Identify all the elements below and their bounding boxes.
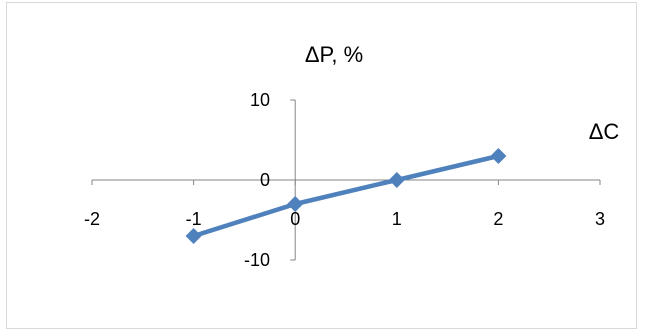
data-point-marker	[185, 228, 202, 244]
axes	[91, 99, 601, 261]
y-tick-marks	[290, 99, 296, 261]
x-tick-label: -1	[186, 209, 202, 229]
data-point-marker	[490, 148, 507, 164]
x-tick-label: 2	[493, 209, 503, 229]
y-tick-labels: 10 0 -10	[244, 90, 270, 270]
x-tick-label: 0	[290, 209, 300, 229]
x-tick-marks	[91, 180, 601, 185]
y-tick-label: 0	[260, 170, 270, 190]
x-tick-label: 3	[595, 209, 605, 229]
x-tick-label: 1	[392, 209, 402, 229]
x-tick-labels: -2 -1 0 1 2 3	[84, 209, 605, 229]
series-line	[191, 153, 501, 239]
y-tick-label: -10	[244, 250, 270, 270]
series-layer	[185, 148, 507, 244]
x-tick-label: -2	[84, 209, 100, 229]
data-point-marker	[388, 172, 405, 188]
x-axis-title: ΔC	[589, 119, 620, 144]
y-tick-label: 10	[250, 90, 270, 110]
data-point-marker	[287, 196, 304, 212]
y-axis-title: ΔP, %	[305, 42, 363, 67]
chart-area	[6, 2, 637, 329]
